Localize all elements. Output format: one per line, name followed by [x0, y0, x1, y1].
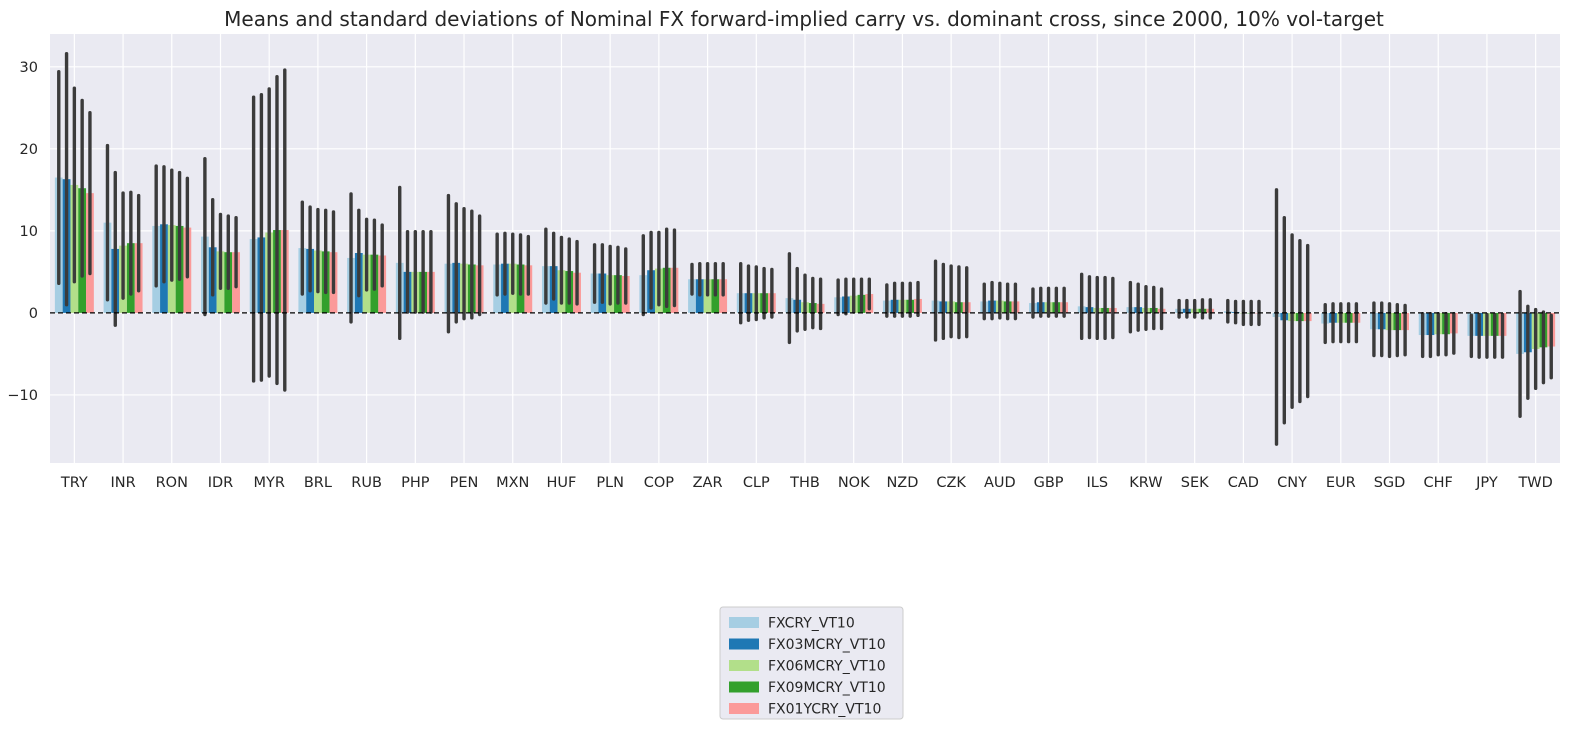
x-tick-label: ILS — [1086, 475, 1108, 491]
x-tick-label: SEK — [1181, 475, 1209, 491]
x-tick-label: JPY — [1475, 475, 1498, 491]
x-tick-label: ZAR — [693, 475, 723, 491]
x-tick-label: RUB — [351, 475, 382, 491]
legend-box — [719, 606, 904, 720]
x-tick-label: COP — [644, 475, 675, 491]
y-tick-label: −10 — [7, 388, 38, 404]
x-tick-label: MYR — [253, 475, 284, 491]
x-tick-label: IDR — [208, 475, 234, 491]
x-tick-label: AUD — [984, 475, 1016, 491]
x-tick-label: HUF — [547, 475, 577, 491]
x-tick-label: SGD — [1374, 475, 1406, 491]
legend-swatch — [729, 660, 759, 671]
x-tick-label: EUR — [1326, 475, 1356, 491]
x-tick-label: PLN — [596, 475, 624, 491]
legend: FXCRY_VT10 FX03MCRY_VT10 FX06MCRY_VT10 FX09… — [719, 606, 904, 720]
x-tick-label: CZK — [936, 475, 966, 491]
x-tick-label: KRW — [1129, 475, 1162, 491]
x-tick-label: PEN — [450, 475, 479, 491]
bar — [688, 279, 696, 313]
x-tick-label: CLP — [743, 475, 770, 491]
x-tick-label: RON — [156, 475, 188, 491]
y-tick-label: 30 — [20, 60, 38, 76]
x-tick-label: PHP — [401, 475, 430, 491]
y-tick-label: 10 — [20, 224, 38, 240]
legend-swatch — [729, 703, 759, 714]
x-tick-label: CHF — [1424, 475, 1453, 491]
x-tick-label: CAD — [1228, 475, 1259, 491]
legend-swatch — [729, 681, 759, 693]
x-tick-label: CNY — [1277, 475, 1307, 491]
x-tick-label: NZD — [886, 475, 918, 491]
x-tick-label: GBP — [1034, 475, 1064, 491]
legend-swatch — [729, 617, 759, 628]
x-tick-label: INR — [110, 475, 135, 491]
axis-labels: TRY INR RON IDR MYR BRL RUB PHP PEN MXN HUF PLN COP Z… — [7, 60, 1552, 491]
x-tick-label: NOK — [838, 475, 870, 491]
x-tick-label: TWD — [1517, 475, 1552, 491]
y-tick-label: 20 — [20, 142, 38, 158]
legend-label: FXCRY_VT10 — [768, 616, 855, 632]
legend-label: FX01YCRY_VT10 — [768, 702, 881, 718]
legend-label: FX06MCRY_VT10 — [768, 659, 886, 675]
chart-title: Means and standard deviations of Nominal… — [224, 7, 1384, 31]
x-tick-label: MXN — [496, 475, 529, 491]
x-tick-label: TRY — [60, 475, 88, 491]
legend-swatch — [729, 638, 759, 650]
x-tick-label: BRL — [304, 475, 332, 491]
x-tick-label: THB — [789, 475, 820, 491]
error-bars — [57, 51, 1553, 446]
y-tick-label: 0 — [29, 306, 38, 322]
legend-label: FX03MCRY_VT10 — [768, 637, 886, 653]
legend-label: FX09MCRY_VT10 — [768, 680, 886, 696]
